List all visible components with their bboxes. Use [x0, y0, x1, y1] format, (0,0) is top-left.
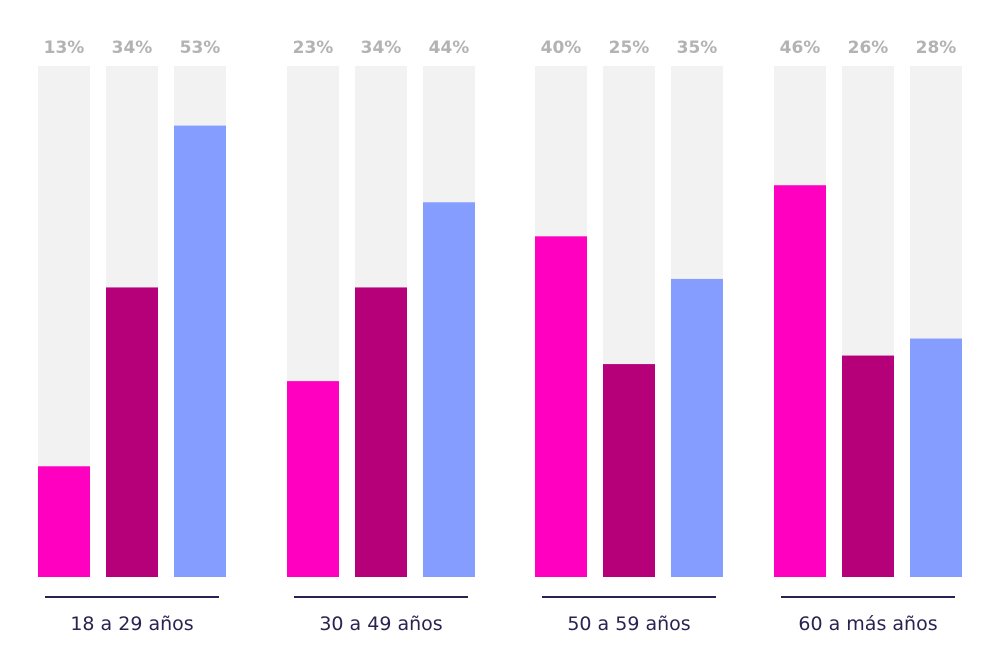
value-label: 44%	[429, 38, 470, 58]
bar	[774, 185, 826, 577]
bar	[423, 202, 475, 577]
bar	[287, 381, 339, 577]
value-label: 13%	[44, 38, 85, 58]
value-label: 34%	[361, 38, 402, 58]
group-label: 60 a más años	[798, 613, 937, 635]
value-label: 28%	[916, 38, 957, 58]
group-label: 30 a 49 años	[319, 613, 442, 635]
bar	[38, 466, 90, 577]
value-label: 53%	[180, 38, 221, 58]
value-label: 23%	[293, 38, 334, 58]
grouped-bar-chart: 13% 34% 53% 18 a 29 años 23% 34% 44% 30 a 49 añ…	[0, 0, 1000, 667]
value-label: 46%	[780, 38, 821, 58]
bar	[910, 339, 962, 577]
bar	[671, 279, 723, 577]
bar	[603, 364, 655, 577]
value-label: 34%	[112, 38, 153, 58]
group-label: 50 a 59 años	[567, 613, 690, 635]
bar	[174, 126, 226, 577]
bar	[106, 287, 158, 577]
group-label: 18 a 29 años	[70, 613, 193, 635]
value-label: 40%	[541, 38, 582, 58]
bar	[535, 236, 587, 577]
bar	[842, 356, 894, 577]
value-label: 25%	[609, 38, 650, 58]
bar	[355, 287, 407, 577]
value-label: 35%	[677, 38, 718, 58]
value-label: 26%	[848, 38, 889, 58]
